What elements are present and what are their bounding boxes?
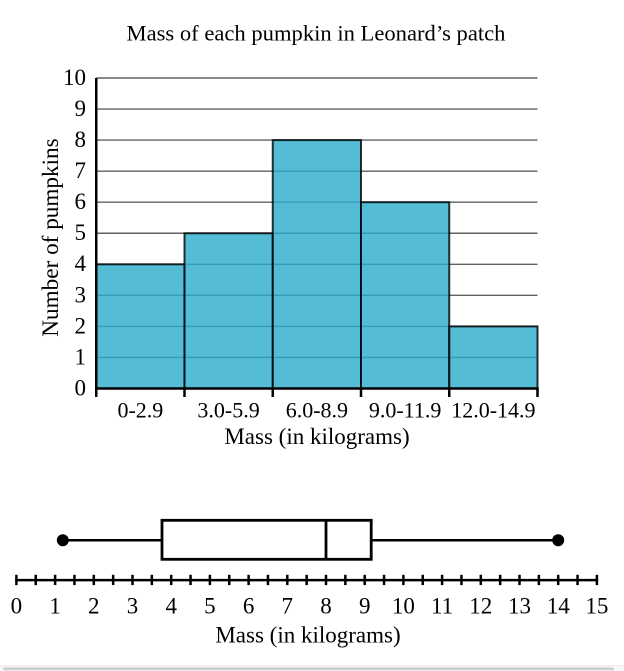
svg-text:2: 2 bbox=[75, 313, 87, 338]
svg-text:12: 12 bbox=[469, 593, 492, 618]
svg-text:6: 6 bbox=[75, 189, 87, 214]
svg-text:5: 5 bbox=[204, 593, 216, 618]
svg-text:0-2.9: 0-2.9 bbox=[117, 398, 163, 423]
svg-text:Number of pumpkins: Number of pumpkins bbox=[38, 138, 64, 336]
svg-text:8: 8 bbox=[75, 127, 87, 152]
svg-text:9.0-11.9: 9.0-11.9 bbox=[369, 398, 442, 423]
svg-text:Mass of each pumpkin in Leonar: Mass of each pumpkin in Leonard’s patch bbox=[127, 21, 506, 46]
svg-text:6.0-8.9: 6.0-8.9 bbox=[286, 398, 348, 423]
svg-text:8: 8 bbox=[320, 593, 332, 618]
svg-text:10: 10 bbox=[392, 593, 415, 618]
svg-text:6: 6 bbox=[243, 593, 255, 618]
svg-text:15: 15 bbox=[585, 593, 608, 618]
svg-text:3: 3 bbox=[127, 593, 139, 618]
svg-text:4: 4 bbox=[75, 251, 87, 276]
svg-text:12.0-14.9: 12.0-14.9 bbox=[451, 398, 535, 423]
svg-text:0: 0 bbox=[75, 375, 87, 400]
svg-text:9: 9 bbox=[75, 96, 87, 121]
svg-text:1: 1 bbox=[75, 344, 87, 369]
svg-text:10: 10 bbox=[63, 65, 86, 90]
svg-text:Mass (in kilograms): Mass (in kilograms) bbox=[224, 424, 409, 449]
svg-text:3: 3 bbox=[75, 282, 87, 307]
svg-text:7: 7 bbox=[282, 593, 294, 618]
svg-text:0: 0 bbox=[11, 593, 23, 618]
svg-text:4: 4 bbox=[165, 593, 177, 618]
svg-text:Mass (in kilograms): Mass (in kilograms) bbox=[215, 623, 400, 648]
svg-text:3.0-5.9: 3.0-5.9 bbox=[197, 398, 259, 423]
svg-text:11: 11 bbox=[431, 593, 453, 618]
svg-text:2: 2 bbox=[88, 593, 100, 618]
svg-text:7: 7 bbox=[75, 158, 87, 183]
svg-text:9: 9 bbox=[359, 593, 371, 618]
svg-text:1: 1 bbox=[49, 593, 61, 618]
svg-text:13: 13 bbox=[508, 593, 531, 618]
svg-text:5: 5 bbox=[75, 220, 87, 245]
svg-text:14: 14 bbox=[547, 593, 571, 618]
